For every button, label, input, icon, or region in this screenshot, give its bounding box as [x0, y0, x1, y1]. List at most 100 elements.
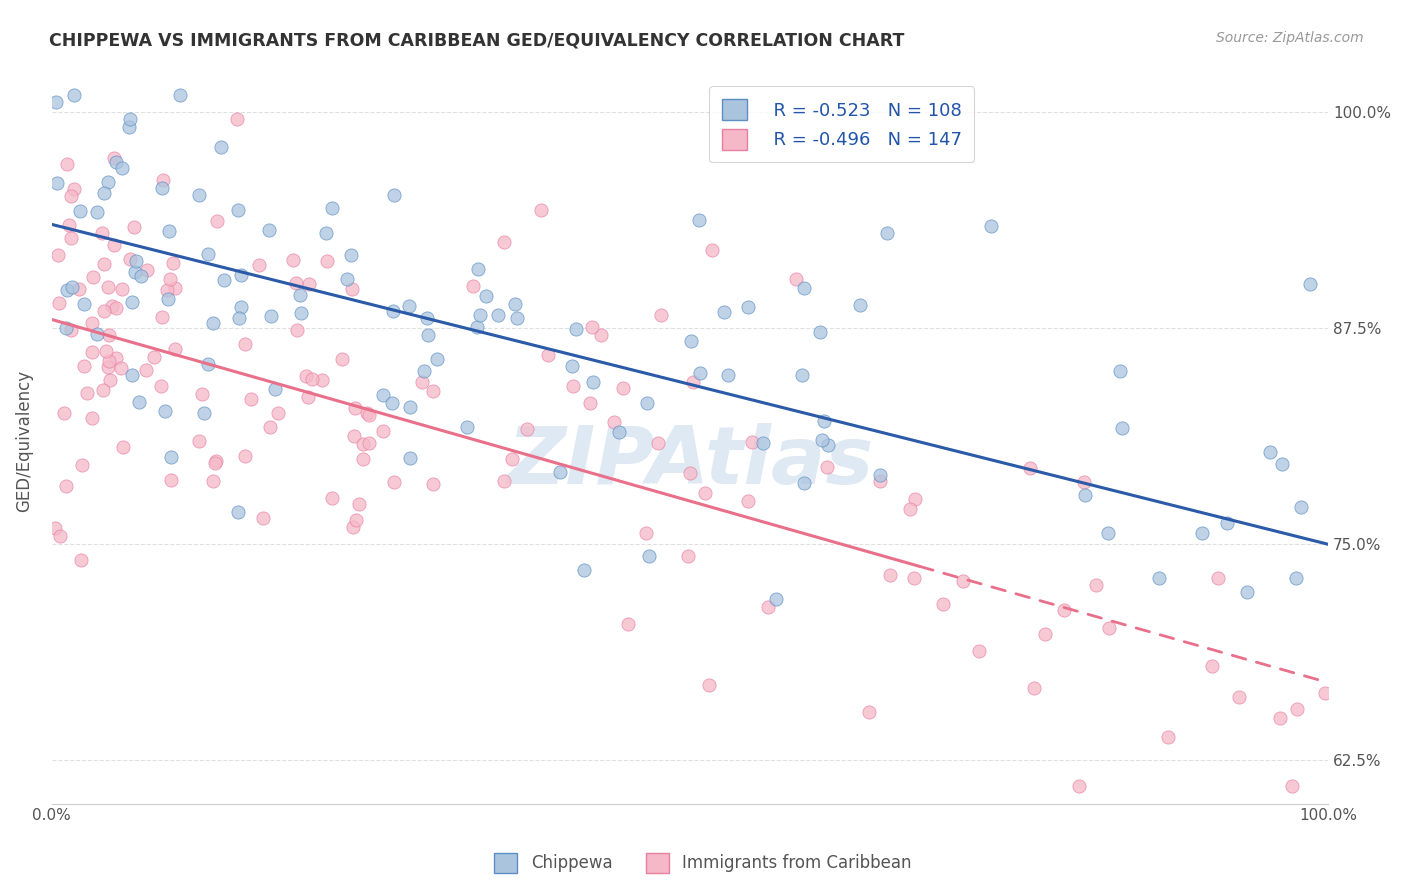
Point	[980, 219, 1002, 233]
Point	[128, 394, 150, 409]
Point	[1191, 525, 1213, 540]
Point	[737, 494, 759, 508]
Point	[550, 465, 572, 479]
Point	[636, 395, 658, 409]
Point	[76, 386, 98, 401]
Point	[121, 368, 143, 383]
Point	[45, 95, 67, 109]
Point	[121, 295, 143, 310]
Point	[165, 342, 187, 356]
Point	[98, 374, 121, 388]
Point	[343, 401, 366, 416]
Point	[381, 396, 404, 410]
Point	[342, 282, 364, 296]
Point	[80, 410, 103, 425]
Point	[1313, 686, 1336, 700]
Point	[285, 276, 308, 290]
Point	[93, 186, 115, 201]
Point	[48, 296, 70, 310]
Point	[765, 591, 787, 606]
Point	[153, 403, 176, 417]
Point	[58, 218, 80, 232]
Point	[344, 513, 367, 527]
Point	[932, 597, 955, 611]
Point	[342, 429, 364, 443]
Point	[516, 422, 538, 436]
Point	[150, 181, 173, 195]
Point	[561, 379, 583, 393]
Point	[422, 384, 444, 399]
Point	[231, 300, 253, 314]
Point	[94, 344, 117, 359]
Point	[697, 678, 720, 692]
Point	[283, 252, 305, 267]
Point	[505, 311, 527, 326]
Point	[321, 201, 343, 215]
Point	[1299, 277, 1322, 291]
Point	[869, 475, 891, 489]
Point	[117, 120, 139, 135]
Point	[159, 450, 181, 465]
Point	[156, 283, 179, 297]
Point	[1271, 457, 1294, 471]
Point	[1067, 780, 1090, 794]
Point	[93, 257, 115, 271]
Point	[112, 440, 135, 454]
Point	[252, 510, 274, 524]
Point	[503, 296, 526, 310]
Point	[1097, 525, 1119, 540]
Point	[55, 321, 77, 335]
Point	[80, 316, 103, 330]
Point	[756, 599, 779, 614]
Point	[104, 301, 127, 316]
Point	[295, 368, 318, 383]
Point	[398, 299, 420, 313]
Text: CHIPPEWA VS IMMIGRANTS FROM CARIBBEAN GED/EQUIVALENCY CORRELATION CHART: CHIPPEWA VS IMMIGRANTS FROM CARIBBEAN GE…	[49, 31, 904, 49]
Point	[636, 525, 658, 540]
Point	[1285, 571, 1308, 585]
Point	[589, 328, 612, 343]
Text: Source: ZipAtlas.com: Source: ZipAtlas.com	[1216, 31, 1364, 45]
Point	[467, 262, 489, 277]
Point	[413, 364, 436, 378]
Point	[297, 390, 319, 404]
Point	[811, 433, 834, 447]
Point	[63, 87, 86, 102]
Point	[352, 452, 374, 467]
Point	[91, 384, 114, 398]
Point	[49, 528, 72, 542]
Point	[790, 368, 813, 383]
Text: ZIPAtlas: ZIPAtlas	[506, 424, 873, 501]
Point	[62, 182, 84, 196]
Point	[152, 173, 174, 187]
Point	[228, 310, 250, 325]
Point	[793, 475, 815, 490]
Point	[1024, 681, 1046, 695]
Point	[233, 336, 256, 351]
Point	[817, 438, 839, 452]
Point	[136, 263, 159, 277]
Point	[858, 705, 880, 719]
Point	[461, 279, 484, 293]
Point	[903, 571, 925, 585]
Point	[188, 187, 211, 202]
Point	[97, 280, 120, 294]
Point	[330, 352, 353, 367]
Point	[67, 282, 90, 296]
Point	[572, 563, 595, 577]
Point	[98, 354, 121, 368]
Point	[257, 222, 280, 236]
Point	[676, 549, 699, 563]
Point	[1073, 475, 1095, 489]
Point	[603, 415, 626, 429]
Point	[191, 387, 214, 401]
Point	[382, 188, 405, 202]
Point	[813, 414, 835, 428]
Point	[86, 326, 108, 341]
Point	[879, 567, 901, 582]
Point	[898, 501, 921, 516]
Point	[486, 308, 509, 322]
Point	[1227, 690, 1250, 705]
Point	[1157, 730, 1180, 744]
Point	[97, 360, 120, 375]
